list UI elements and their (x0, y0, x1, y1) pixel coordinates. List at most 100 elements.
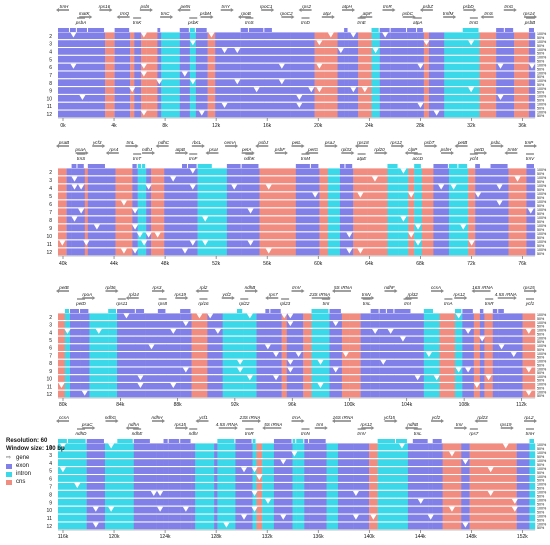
track-region (105, 200, 116, 208)
track-region (492, 344, 499, 352)
track-region (117, 522, 134, 530)
divergence-dip (528, 63, 535, 69)
track-region (382, 216, 388, 224)
track-region (248, 48, 265, 55)
track-region (133, 498, 152, 506)
track-region (145, 313, 159, 321)
pct-label-50: 50% (537, 495, 545, 499)
track-region (379, 336, 388, 344)
track-region (458, 232, 469, 240)
track-region (370, 313, 380, 321)
track-region (454, 359, 463, 367)
track-region (197, 248, 214, 256)
annotation-block (157, 28, 161, 32)
track-region (454, 336, 463, 344)
track-region (482, 443, 499, 451)
track-region (182, 168, 189, 176)
track-region (117, 514, 134, 522)
track-region (215, 79, 235, 87)
track-region (428, 94, 445, 102)
divergence-dip (450, 184, 457, 190)
gene-label: rpl2 (200, 285, 208, 290)
track-region (303, 344, 312, 352)
track-region (407, 467, 414, 475)
track-region (379, 87, 391, 94)
track-region (217, 490, 236, 498)
track-region (108, 352, 118, 359)
track-region (189, 102, 197, 110)
track-region (386, 321, 395, 328)
track-region (371, 55, 380, 63)
track-region (423, 87, 430, 94)
track-region (157, 110, 162, 118)
track-region (104, 490, 118, 498)
track-region (191, 390, 208, 398)
divergence-dip (502, 443, 509, 449)
track-region (324, 110, 338, 118)
track-region (344, 40, 349, 48)
track-region (337, 482, 354, 490)
divergence-dip (462, 459, 469, 465)
track-label: 11 (47, 242, 52, 248)
track-region (408, 200, 415, 208)
track-region (468, 200, 476, 208)
track-region (195, 506, 215, 514)
track-region (296, 490, 305, 498)
track-region (462, 55, 480, 63)
track-region (411, 367, 425, 375)
track-region (195, 40, 208, 48)
gene-arrow-head (234, 426, 238, 430)
divergence-dip (182, 367, 189, 373)
track-region (145, 367, 159, 375)
track-region (349, 313, 361, 321)
divergence-dip (137, 375, 144, 381)
track-region (296, 514, 305, 522)
track-region (226, 208, 242, 216)
track-region (133, 443, 152, 451)
track-region (166, 375, 181, 382)
annotation-block (479, 309, 484, 313)
track-region (407, 475, 414, 482)
track-region (212, 168, 228, 176)
gene-label: rpl16 (198, 301, 209, 306)
axis-tick-label: 44k (110, 261, 119, 267)
track-region (146, 55, 158, 63)
track-region (310, 176, 320, 184)
track-region (461, 482, 470, 490)
track-region (504, 87, 515, 94)
track-region (360, 390, 371, 398)
track-region (473, 367, 481, 375)
divergence-dip (473, 383, 480, 388)
track-region (370, 321, 380, 328)
track-region (182, 176, 189, 184)
track-region (161, 94, 180, 102)
track-region (492, 367, 499, 375)
track-region (114, 94, 131, 102)
track-region (490, 168, 509, 176)
annotation-block (339, 164, 345, 168)
track-region (146, 87, 158, 94)
pct-label-50: 50% (537, 455, 545, 459)
pct-label-100: 100% (537, 313, 547, 317)
track-region (187, 208, 198, 216)
gene-label: ycf3 (92, 140, 102, 145)
track-label: 6 (49, 477, 52, 483)
track-region (304, 490, 310, 498)
track-region (71, 240, 78, 248)
track-region (344, 110, 349, 118)
track-region (130, 63, 135, 71)
track-region (214, 482, 218, 490)
annotation-block (379, 309, 386, 313)
track-region (270, 336, 282, 344)
track-region (295, 232, 312, 240)
track-region (522, 382, 536, 390)
track-region (369, 498, 378, 506)
annotation-block (264, 28, 272, 32)
axis-tick-label: 96k (288, 402, 297, 408)
track-region (370, 367, 380, 375)
track-region (462, 313, 475, 321)
track-region (526, 232, 536, 240)
track-region (475, 168, 482, 176)
track-region (461, 475, 470, 482)
track-region (311, 321, 330, 328)
